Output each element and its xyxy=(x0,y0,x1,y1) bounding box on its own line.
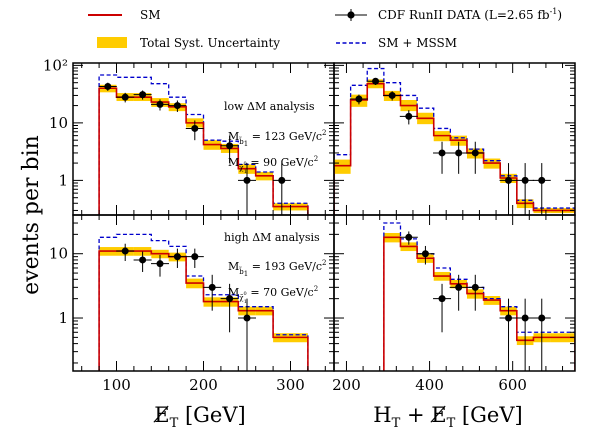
data-point xyxy=(243,314,251,322)
panel-frame xyxy=(333,214,576,372)
data-point xyxy=(191,124,199,132)
annotation-bottom-neutralino-mass: Mχ̃0 1 = 70 GeV/c2 xyxy=(228,285,318,305)
data-point xyxy=(521,176,529,184)
y-tick-label: 1 xyxy=(58,171,68,189)
data-point xyxy=(173,253,181,261)
data-point xyxy=(355,95,363,103)
x-axis-title-right: HT + E̸T [GeV] xyxy=(373,403,522,429)
annotation-top-neutralino-mass: Mχ̃0 1 = 90 GeV/c2 xyxy=(228,155,318,175)
data-point xyxy=(521,314,529,322)
y-axis-title: events per bin xyxy=(19,135,44,295)
y-tick-label: 10 xyxy=(49,245,68,263)
x-axis-title-left: E̸T [GeV] xyxy=(153,403,246,429)
data-point xyxy=(278,176,286,184)
data-point xyxy=(121,93,129,101)
x-tick-label: 200 xyxy=(189,376,218,394)
data-point xyxy=(208,283,216,291)
legend-syst-label: Total Syst. Uncertainty xyxy=(140,36,280,50)
panels: 1 10 10² 1 10 100 200 300 200 400 600 xyxy=(43,56,576,394)
panel-top-right xyxy=(333,62,576,216)
data-point xyxy=(505,176,513,184)
panel-top-left: 1 10 10² xyxy=(43,56,335,216)
sm-mssm-histogram xyxy=(334,67,575,215)
data-point xyxy=(455,283,463,291)
legend: SM Total Syst. Uncertainty CDF RunII DAT… xyxy=(88,7,562,50)
data-point xyxy=(243,176,251,184)
data-point xyxy=(538,176,546,184)
data-point xyxy=(438,149,446,157)
data-point xyxy=(139,256,147,264)
annotation-top-sbottom-mass: Mb̃1 = 123 GeV/c2 xyxy=(228,129,327,148)
annotation-top-analysis: low ΔM analysis xyxy=(224,100,315,113)
x-tick-label: 400 xyxy=(415,376,444,394)
y-tick-label: 10² xyxy=(43,56,68,74)
sm-histogram xyxy=(383,236,575,371)
plot-area-bottom-right xyxy=(383,222,575,371)
sm-histogram xyxy=(334,82,575,215)
data-point xyxy=(372,77,380,85)
syst-band-bin xyxy=(334,159,351,174)
data-point xyxy=(226,295,234,303)
legend-sm-label: SM xyxy=(140,8,161,22)
x-tick-label: 300 xyxy=(276,376,305,394)
panel-bottom-right: 200 400 600 xyxy=(332,214,576,394)
data-point xyxy=(121,247,129,255)
legend-data-label: CDF RunII DATA (L=2.65 fb-1) xyxy=(378,7,562,22)
annotation-bottom: high ΔM analysis Mb̃1 = 193 GeV/c2 Mχ̃0 1… xyxy=(224,231,327,305)
data-point xyxy=(156,260,164,268)
data-point xyxy=(139,91,147,99)
data-point xyxy=(405,112,413,120)
data-point xyxy=(405,233,413,241)
annotation-bottom-analysis: high ΔM analysis xyxy=(224,231,320,244)
plot-area-bottom-left xyxy=(98,233,309,371)
x-tick-label: 100 xyxy=(102,376,131,394)
data-point xyxy=(538,314,546,322)
data-point xyxy=(505,314,513,322)
data-point xyxy=(471,149,479,157)
x-tick-label: 600 xyxy=(498,376,527,394)
data-point xyxy=(173,102,181,110)
legend-data-swatch-marker xyxy=(347,11,355,19)
sm-histogram xyxy=(98,250,309,371)
data-point xyxy=(226,142,234,150)
panel-bottom-left: 1 10 100 200 300 xyxy=(49,214,335,394)
y-tick-label: 10 xyxy=(49,114,68,132)
data-point xyxy=(104,82,112,90)
legend-mssm-label: SM + MSSM xyxy=(378,36,457,50)
plot-area-top-right xyxy=(334,67,575,215)
data-point xyxy=(471,283,479,291)
data-point xyxy=(156,100,164,108)
data-point xyxy=(191,253,199,261)
data-point xyxy=(455,149,463,157)
annotation-top: low ΔM analysis Mb̃1 = 123 GeV/c2 Mχ̃0 1 … xyxy=(224,100,327,175)
data-point xyxy=(421,250,429,258)
plot-area-top-left xyxy=(98,74,309,215)
data-point xyxy=(388,91,396,99)
annotation-bottom-sbottom-mass: Mb̃1 = 193 GeV/c2 xyxy=(228,259,327,278)
legend-syst-swatch xyxy=(97,37,127,48)
data-point xyxy=(438,295,446,303)
x-tick-label: 200 xyxy=(332,376,361,394)
y-tick-label: 1 xyxy=(58,309,68,327)
